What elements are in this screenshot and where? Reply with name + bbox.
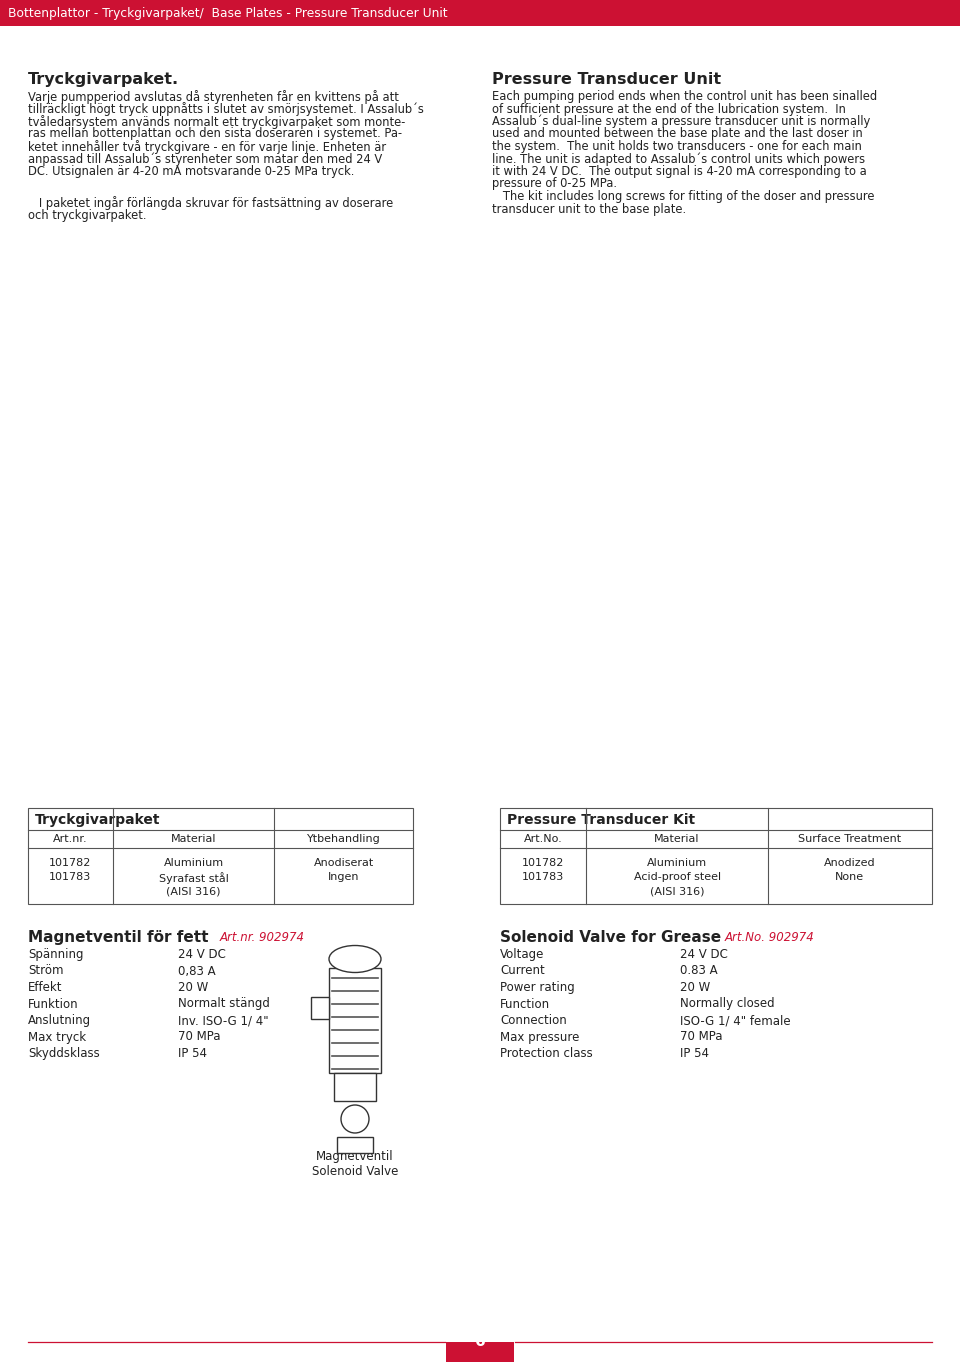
Text: Funktion: Funktion [28,998,79,1010]
Text: IP 54: IP 54 [178,1047,207,1060]
Text: 20 W: 20 W [680,982,710,994]
Text: Ström: Ström [28,965,63,977]
Bar [28,808,413,904]
Text: of sufficient pressure at the end of the lubrication system.  In: of sufficient pressure at the end of the… [492,103,846,115]
Text: tvåledarsystem används normalt ett tryckgivarpaket som monte-: tvåledarsystem används normalt ett tryck… [28,115,405,129]
Text: tillräckligt högt tryck uppnåtts i slutet av smörjsystemet. I Assalub´s: tillräckligt högt tryck uppnåtts i slute… [28,103,424,116]
Text: Normally closed: Normally closed [680,998,775,1010]
Text: anpassad till Assalub´s styrenheter som matar den med 24 V: anpassad till Assalub´s styrenheter som … [28,152,382,166]
Text: och tryckgivarpaket.: och tryckgivarpaket. [28,208,147,222]
Text: The kit includes long screws for fitting of the doser and pressure: The kit includes long screws for fitting… [492,190,875,203]
Text: Anslutning: Anslutning [28,1014,91,1027]
Text: 70 MPa: 70 MPa [680,1031,723,1043]
Text: Anodiserat: Anodiserat [314,858,373,868]
Text: Material: Material [171,834,216,845]
Text: None: None [835,872,865,882]
Text: Magnetventil
Solenoid Valve: Magnetventil Solenoid Valve [312,1150,398,1177]
Text: Pressure Transducer Unit: Pressure Transducer Unit [492,73,721,88]
Text: Ingen: Ingen [328,872,359,882]
Bar [500,808,932,904]
Text: Syrafast stål: Syrafast stål [158,872,228,884]
Text: pressure of 0-25 MPa.: pressure of 0-25 MPa. [492,178,617,190]
Text: IP 54: IP 54 [680,1047,709,1060]
Text: Normalt stängd: Normalt stängd [178,998,270,1010]
Text: (AISI 316): (AISI 316) [166,886,221,895]
Bar [329,968,381,1073]
Text: the system.  The unit holds two transducers - one for each main: the system. The unit holds two transduce… [492,140,862,153]
Text: DC. Utsignalen är 4-20 mA motsvarande 0-25 MPa tryck.: DC. Utsignalen är 4-20 mA motsvarande 0-… [28,166,354,178]
Text: 70 MPa: 70 MPa [178,1031,221,1043]
Text: Pressure Transducer Kit: Pressure Transducer Kit [507,813,695,827]
Text: Varje pumpperiod avslutas då styrenheten får en kvittens på att: Varje pumpperiod avslutas då styrenheten… [28,90,398,104]
Text: Tryckgivarpaket.: Tryckgivarpaket. [28,73,180,88]
Text: Max pressure: Max pressure [500,1031,580,1043]
Text: Acid-proof steel: Acid-proof steel [634,872,721,882]
Text: Art.No.: Art.No. [524,834,563,845]
Text: Art.nr. 902974: Art.nr. 902974 [220,931,305,945]
Text: Current: Current [500,965,544,977]
Text: Voltage: Voltage [500,947,544,961]
Text: Skyddsklass: Skyddsklass [28,1047,100,1060]
Text: 101782: 101782 [522,858,564,868]
Text: Tryckgivarpaket: Tryckgivarpaket [35,813,160,827]
Text: it with 24 V DC.  The output signal is 4-20 mA corresponding to a: it with 24 V DC. The output signal is 4-… [492,166,867,178]
Text: 101782: 101782 [49,858,91,868]
Text: Material: Material [655,834,700,845]
Text: transducer unit to the base plate.: transducer unit to the base plate. [492,203,686,215]
Text: Aluminium: Aluminium [647,858,708,868]
Text: Solenoid Valve for Grease: Solenoid Valve for Grease [500,930,721,945]
Text: Surface Treatment: Surface Treatment [799,834,901,845]
Text: Power rating: Power rating [500,982,575,994]
Text: Aluminium: Aluminium [163,858,224,868]
Text: 101783: 101783 [49,872,91,882]
Text: Function: Function [500,998,550,1010]
Text: Max tryck: Max tryck [28,1031,86,1043]
Text: (AISI 316): (AISI 316) [650,886,705,895]
Text: ISO-G 1/ 4" female: ISO-G 1/ 4" female [680,1014,791,1027]
Text: 0.83 A: 0.83 A [680,965,718,977]
Text: ras mellan bottenplattan och den sista doseraren i systemet. Pa-: ras mellan bottenplattan och den sista d… [28,127,402,141]
Text: Connection: Connection [500,1014,566,1027]
Bar [446,1342,514,1362]
Text: 24 V DC: 24 V DC [178,947,226,961]
Text: 24 V DC: 24 V DC [680,947,728,961]
Text: 0,83 A: 0,83 A [178,965,216,977]
Bar [311,998,329,1020]
Text: Protection class: Protection class [500,1047,592,1060]
Text: Anodized: Anodized [824,858,876,868]
Text: used and mounted between the base plate and the last doser in: used and mounted between the base plate … [492,127,863,141]
Ellipse shape [329,946,381,972]
Text: Each pumping period ends when the control unit has been sinalled: Each pumping period ends when the contro… [492,90,877,103]
Text: Art.nr.: Art.nr. [53,834,87,845]
Text: Magnetventil för fett: Magnetventil för fett [28,930,208,945]
Text: Assalub´s dual-line system a pressure transducer unit is normally: Assalub´s dual-line system a pressure tr… [492,115,871,129]
Text: 6: 6 [474,1335,486,1350]
Text: 20 W: 20 W [178,982,208,994]
Text: ketet innehåller två tryckgivare - en för varje linje. Enheten är: ketet innehåller två tryckgivare - en fö… [28,140,386,153]
Bar [0,0,960,26]
Text: Spänning: Spänning [28,947,84,961]
Bar [334,1073,376,1101]
Text: I paketet ingår förlängda skruvar för fastsättning av doserare: I paketet ingår förlängda skruvar för fa… [28,196,394,209]
Text: 101783: 101783 [522,872,564,882]
Text: Ytbehandling: Ytbehandling [307,834,380,845]
Text: Effekt: Effekt [28,982,62,994]
Text: Inv. ISO-G 1/ 4": Inv. ISO-G 1/ 4" [178,1014,269,1027]
Text: Bottenplattor - Tryckgivarpaket/  Base Plates - Pressure Transducer Unit: Bottenplattor - Tryckgivarpaket/ Base Pl… [8,7,447,19]
Text: Art.No. 902974: Art.No. 902974 [725,931,815,945]
Text: line. The unit is adapted to Assalub´s control units which powers: line. The unit is adapted to Assalub´s c… [492,152,865,166]
Bar [337,1138,373,1153]
Circle shape [341,1105,369,1134]
